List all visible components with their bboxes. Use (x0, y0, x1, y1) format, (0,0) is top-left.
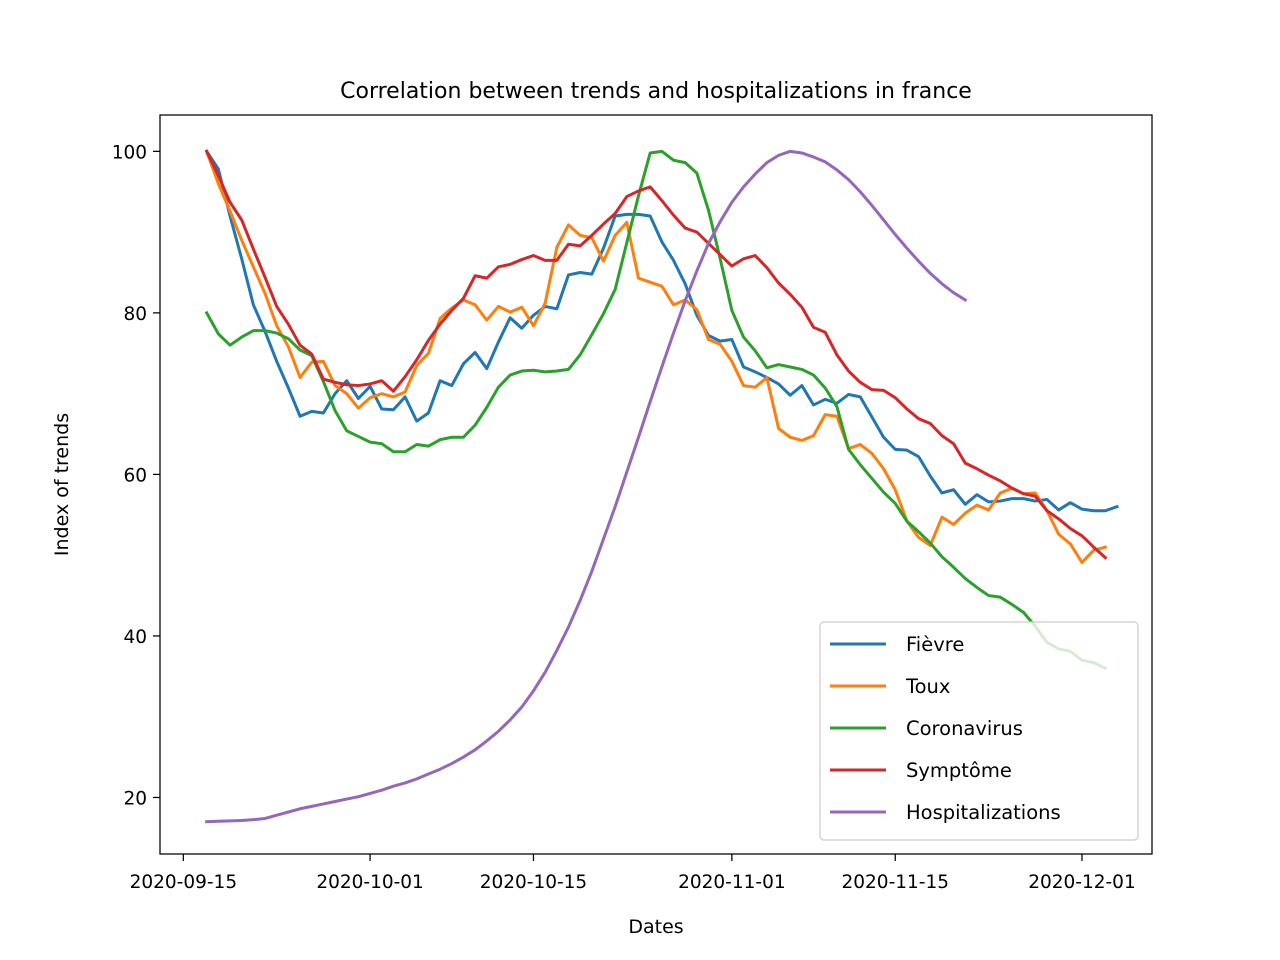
x-tick-label: 2020-11-15 (841, 872, 949, 893)
series-line-symptome (204, 149, 1108, 560)
series-line-coronavirus (204, 149, 1108, 671)
legend-label-fievre: Fièvre (906, 633, 964, 656)
x-tick-label: 2020-12-01 (1028, 872, 1136, 893)
x-axis-label: Dates (628, 916, 683, 938)
legend-box (819, 621, 1139, 841)
x-axis: 2020-09-15 2020-10-01 2020-10-15 2020-11-01… (130, 854, 1136, 893)
y-tick-label: 60 (123, 465, 147, 486)
y-tick-label: 100 (112, 142, 147, 163)
series-line-fievre (204, 149, 1119, 513)
y-axis-label: Index of trends (51, 413, 73, 556)
chart-title: Correlation between trends and hospitali… (340, 79, 972, 104)
x-tick-label: 2020-10-15 (480, 872, 588, 893)
x-tick-label: 2020-10-01 (316, 872, 424, 893)
legend-label-coronavirus: Coronavirus (906, 717, 1023, 740)
legend-label-toux: Toux (905, 675, 950, 698)
series-line-toux (204, 149, 1108, 564)
x-tick-label: 2020-11-01 (678, 872, 786, 893)
legend: Fièvre Toux Coronavirus Symptôme Hospitaliza… (819, 621, 1139, 841)
series-line-hospitalizations (205, 149, 968, 824)
axes-frame (159, 114, 1153, 855)
y-tick-label: 20 (123, 788, 147, 809)
y-axis: 20 40 60 80 100 (112, 142, 160, 809)
y-tick-label: 80 (123, 304, 147, 325)
legend-label-hospitalizations: Hospitalizations (906, 801, 1061, 824)
y-tick-label: 40 (123, 627, 147, 648)
x-tick-label: 2020-09-15 (130, 872, 238, 893)
legend-label-symptome: Symptôme (906, 759, 1012, 782)
series-layer (204, 149, 1119, 824)
